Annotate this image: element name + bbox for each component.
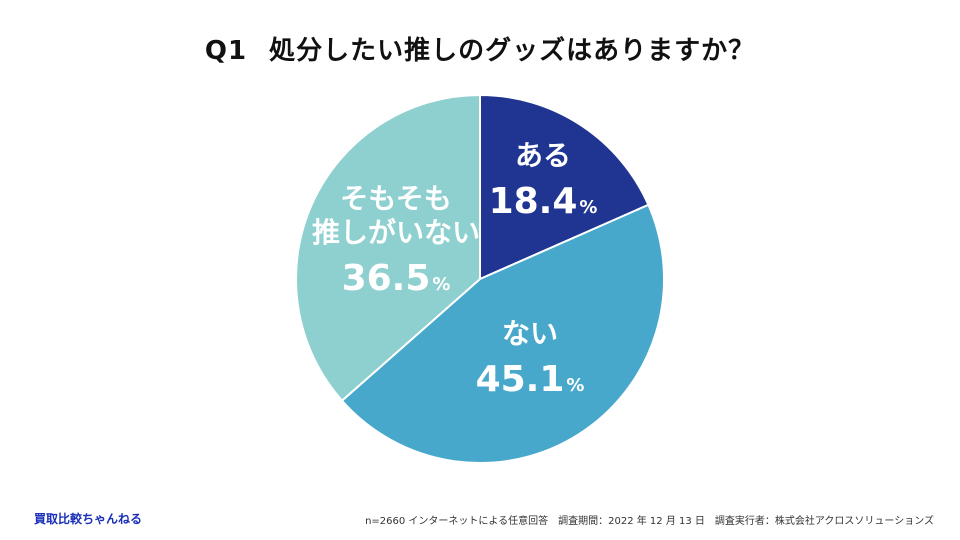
- slice-label-3-line-2: 推しがいない: [312, 216, 480, 249]
- slice-label-3-line-1: そもそも: [340, 182, 451, 215]
- slice-label-1-line-1: ある: [515, 139, 571, 172]
- slice-value-2: 45.1%: [476, 359, 585, 400]
- slice-value-3: 36.5%: [342, 258, 451, 299]
- slice-value-1: 18.4%: [489, 181, 598, 222]
- pie-slice-1: [479, 93, 650, 281]
- question-number: Q1: [204, 36, 248, 66]
- survey-footnote: n=2660 インターネットによる任意回答 調査期間：2022 年 12 月 1…: [365, 516, 934, 527]
- slice-label-2-line-1: ない: [502, 317, 558, 350]
- brand-logo-text: 買取比較ちゃんねる: [34, 512, 143, 526]
- chart-title: Q1 処分したい推しのグッズはありますか？: [0, 30, 960, 67]
- pie-slice-3: [295, 93, 481, 403]
- pie-slice-2: [340, 203, 665, 464]
- question-text: 処分したい推しのグッズはありますか？: [269, 36, 756, 66]
